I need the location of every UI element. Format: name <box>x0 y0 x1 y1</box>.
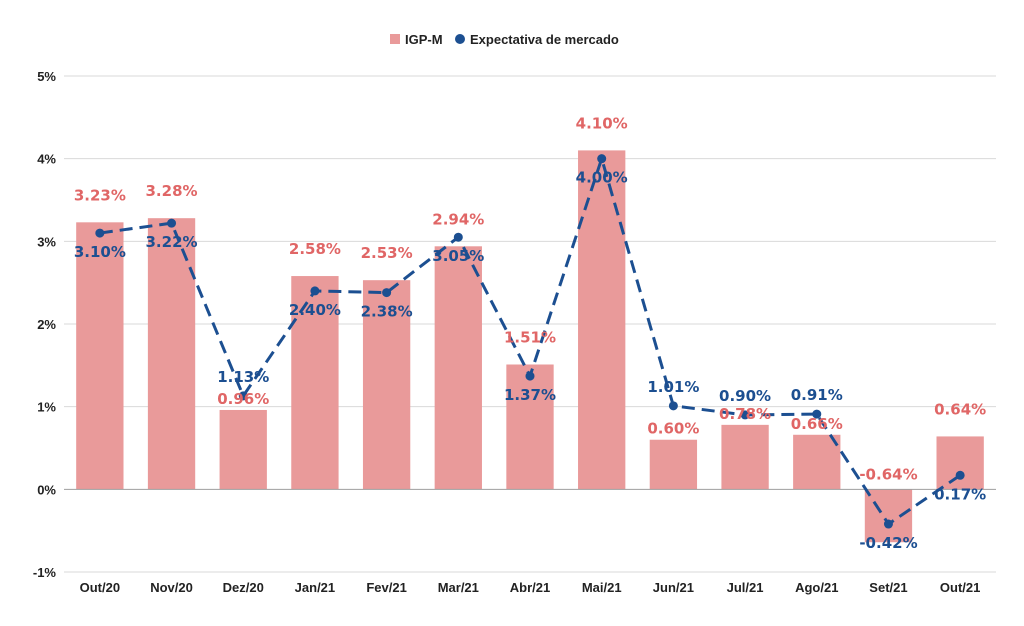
data-label-igpm: 4.10% <box>576 114 628 132</box>
x-tick-label: Jul/21 <box>727 580 764 595</box>
y-tick-label: 2% <box>37 317 56 332</box>
legend-swatch-igpm <box>390 34 400 44</box>
bar-igpm <box>76 222 124 490</box>
marker-expectativa <box>740 410 750 420</box>
y-tick-label: 4% <box>37 152 56 167</box>
y-tick-label: 5% <box>37 69 56 84</box>
x-tick-label: Jan/21 <box>295 580 335 595</box>
bar-igpm <box>936 436 984 490</box>
y-tick-label: 1% <box>37 400 56 415</box>
marker-expectativa <box>167 218 177 228</box>
x-tick-label: Fev/21 <box>366 580 406 595</box>
bar-igpm <box>864 489 913 543</box>
bar-igpm <box>147 218 196 490</box>
x-tick-label: Dez/20 <box>223 580 264 595</box>
bar-igpm <box>793 434 841 490</box>
marker-expectativa <box>597 154 607 164</box>
marker-expectativa <box>238 391 248 401</box>
marker-expectativa <box>668 401 678 411</box>
data-label-igpm: -0.64% <box>859 465 917 483</box>
data-label-igpm: 0.78% <box>719 405 771 423</box>
data-label-expectativa: 3.10% <box>74 243 126 261</box>
data-label-igpm: 0.64% <box>934 400 986 418</box>
data-label-igpm: 0.60% <box>647 420 699 438</box>
legend-marker-expectativa <box>455 34 465 44</box>
bar-igpm <box>506 364 554 490</box>
data-label-igpm: 0.66% <box>791 415 843 433</box>
data-label-expectativa: 0.91% <box>791 386 843 404</box>
x-tick-label: Out/21 <box>940 580 980 595</box>
marker-expectativa <box>955 470 965 480</box>
data-label-expectativa: 4.00% <box>576 169 628 187</box>
bar-igpm <box>578 150 626 490</box>
bar-igpm <box>434 246 482 490</box>
marker-expectativa <box>525 371 535 381</box>
data-label-expectativa: 2.38% <box>361 303 413 321</box>
data-label-expectativa: 3.05% <box>432 247 484 265</box>
x-tick-label: Ago/21 <box>795 580 838 595</box>
marker-expectativa <box>883 519 893 529</box>
x-tick-label: Nov/20 <box>150 580 193 595</box>
data-label-igpm: 3.28% <box>146 182 198 200</box>
legend-label-expectativa: Expectativa de mercado <box>470 32 619 47</box>
data-label-igpm: 3.23% <box>74 186 126 204</box>
data-label-expectativa: 0.90% <box>719 387 771 405</box>
data-label-igpm: 2.58% <box>289 240 341 258</box>
data-label-expectativa: -0.42% <box>859 534 917 552</box>
bar-igpm <box>219 409 267 490</box>
data-label-expectativa: 0.17% <box>934 485 986 503</box>
x-tick-label: Mai/21 <box>582 580 622 595</box>
bar-igpm <box>362 280 411 490</box>
legend-label-igpm: IGP-M <box>405 32 443 47</box>
x-tick-label: Jun/21 <box>653 580 694 595</box>
data-label-igpm: 1.51% <box>504 329 556 347</box>
data-label-igpm: 0.96% <box>217 390 269 408</box>
marker-expectativa <box>310 286 320 296</box>
x-tick-label: Mar/21 <box>438 580 479 595</box>
bar-igpm <box>649 439 698 490</box>
marker-expectativa <box>453 232 463 242</box>
legend: IGP-M Expectativa de mercado <box>390 32 619 47</box>
data-label-expectativa: 2.40% <box>289 301 341 319</box>
marker-expectativa <box>95 228 105 238</box>
data-label-expectativa: 1.37% <box>504 386 556 404</box>
marker-expectativa <box>812 409 822 419</box>
y-tick-label: 0% <box>37 482 56 497</box>
data-label-igpm: 2.53% <box>361 244 413 262</box>
bar-igpm <box>721 424 769 490</box>
y-tick-label: 3% <box>37 234 56 249</box>
data-label-expectativa: 1.01% <box>647 378 699 396</box>
y-tick-label: -1% <box>33 565 57 580</box>
x-tick-label: Set/21 <box>869 580 907 595</box>
data-label-igpm: 2.94% <box>432 210 484 228</box>
x-tick-label: Out/20 <box>80 580 120 595</box>
data-label-expectativa: 1.13% <box>217 368 269 386</box>
x-tick-label: Abr/21 <box>510 580 550 595</box>
data-label-expectativa: 3.22% <box>146 233 198 251</box>
marker-expectativa <box>382 288 392 298</box>
